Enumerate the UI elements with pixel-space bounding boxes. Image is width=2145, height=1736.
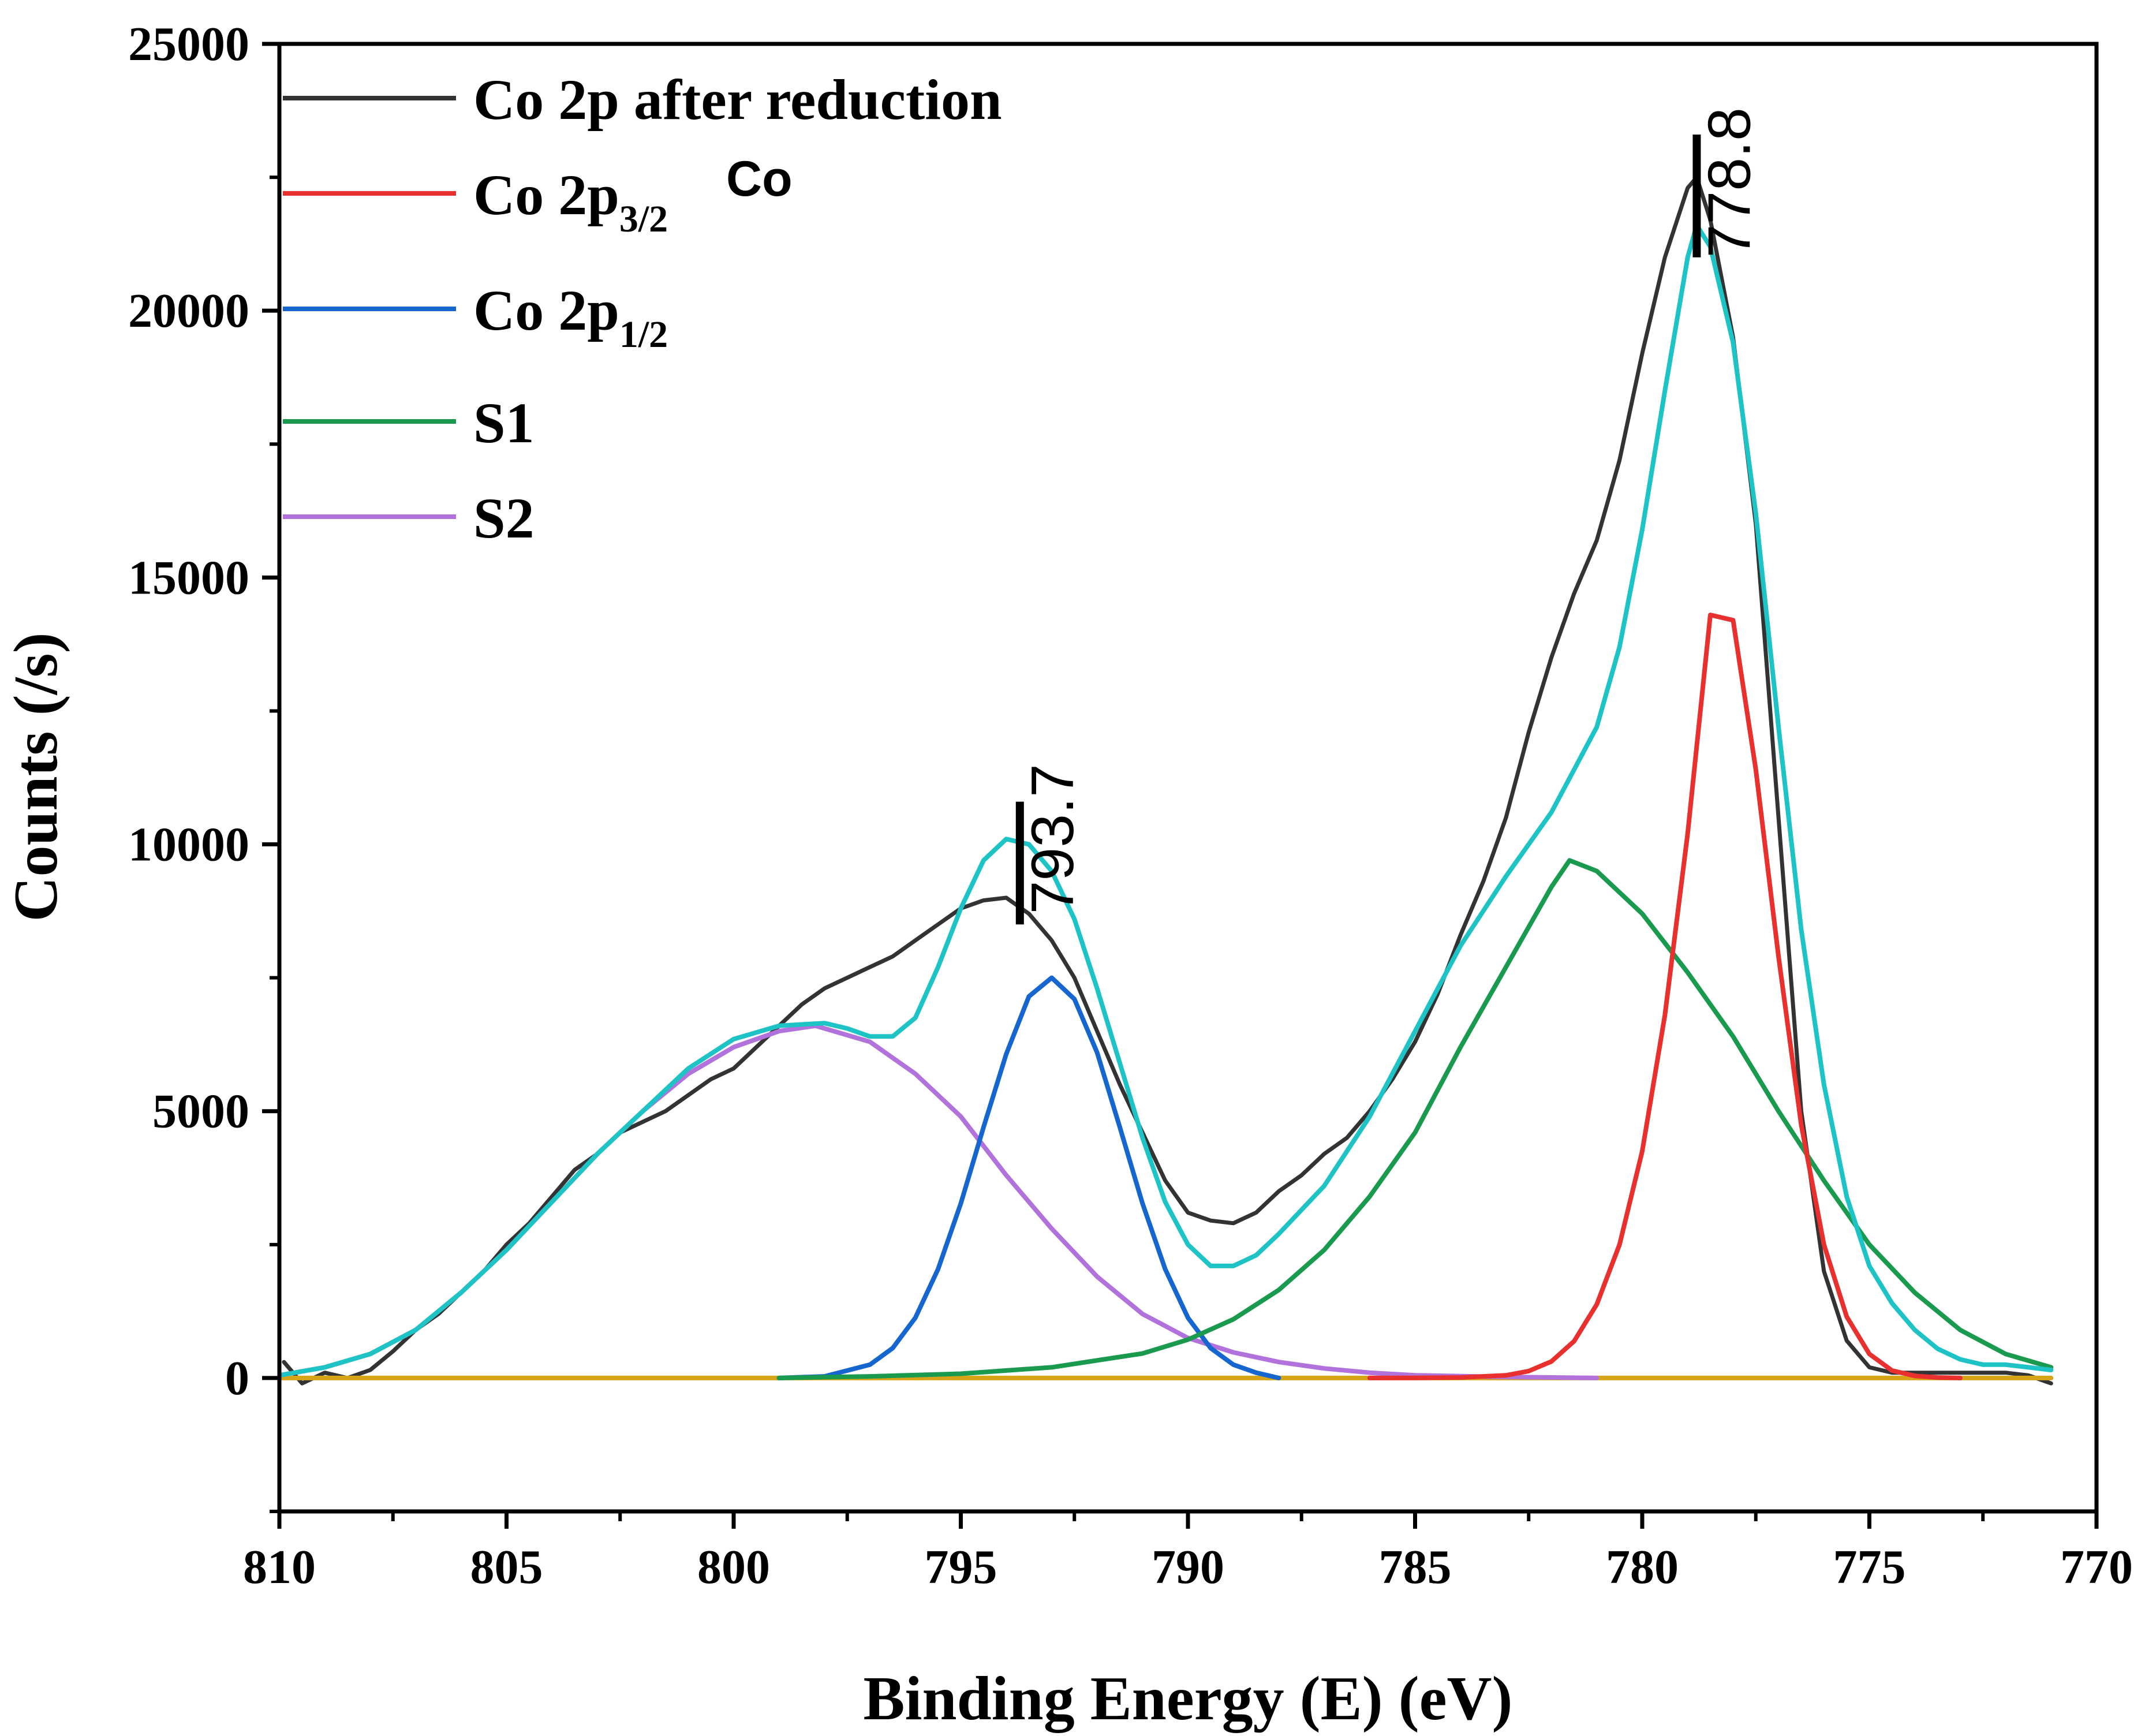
- y-tick-label: 5000: [152, 1085, 249, 1138]
- legend-label-text: Co 2p after reduction: [473, 68, 1002, 132]
- x-tick-label: 790: [1152, 1540, 1224, 1594]
- series-line-s1: [776, 858, 2054, 1380]
- y-axis-title: Counts (/s): [2, 632, 70, 921]
- x-axis-title: Binding Energy (E) (eV): [863, 1664, 1512, 1733]
- legend-label-raw: Co 2p after reduction: [473, 68, 1002, 132]
- legend-label-s1: S1: [473, 391, 535, 455]
- x-tick-label: 785: [1379, 1540, 1452, 1594]
- series-layer: [279, 175, 2054, 1386]
- legend-label-text: Co 2p: [473, 163, 619, 227]
- x-tick-label: 800: [697, 1540, 770, 1594]
- y-tick-label: 0: [225, 1352, 249, 1405]
- y-tick-label: 25000: [128, 17, 249, 71]
- legend-label-subscript: 3/2: [619, 198, 668, 240]
- peak-label-778-8: 778.8: [1696, 107, 1763, 257]
- x-tick-label: 795: [925, 1540, 997, 1594]
- x-tick-label: 780: [1606, 1540, 1679, 1594]
- peak-annotations: 778.8 793.7: [1015, 107, 1763, 925]
- x-tick-label: 775: [1833, 1540, 1906, 1594]
- series-line-envelope: [279, 223, 2054, 1378]
- legend-label-p32: Co 2p3/2: [473, 163, 668, 240]
- axis-ticks: 810 805 800 795 790 785 780 775 770 0 5000 10000 150…: [128, 17, 2133, 1594]
- legend-label-p12: Co 2p1/2: [473, 278, 668, 356]
- y-tick-label: 10000: [128, 818, 249, 872]
- y-tick-label: 20000: [128, 284, 249, 338]
- x-tick-label: 805: [470, 1540, 543, 1594]
- legend-label-subscript: 1/2: [619, 313, 668, 356]
- legend-label-text: Co 2p: [473, 278, 619, 342]
- legend-label-text: S1: [473, 391, 535, 455]
- legend-label-s2: S2: [473, 486, 535, 550]
- peak-label-793-7: 793.7: [1019, 764, 1086, 914]
- x-tick-label: 810: [243, 1540, 316, 1594]
- legend-label-extra: Co: [726, 151, 793, 207]
- series-line-p12: [776, 975, 1281, 1380]
- x-tick-label: 770: [2060, 1540, 2133, 1594]
- series-line-p32: [1367, 613, 1963, 1380]
- y-tick-label: 15000: [128, 551, 249, 604]
- legend-label-text: S2: [473, 486, 535, 550]
